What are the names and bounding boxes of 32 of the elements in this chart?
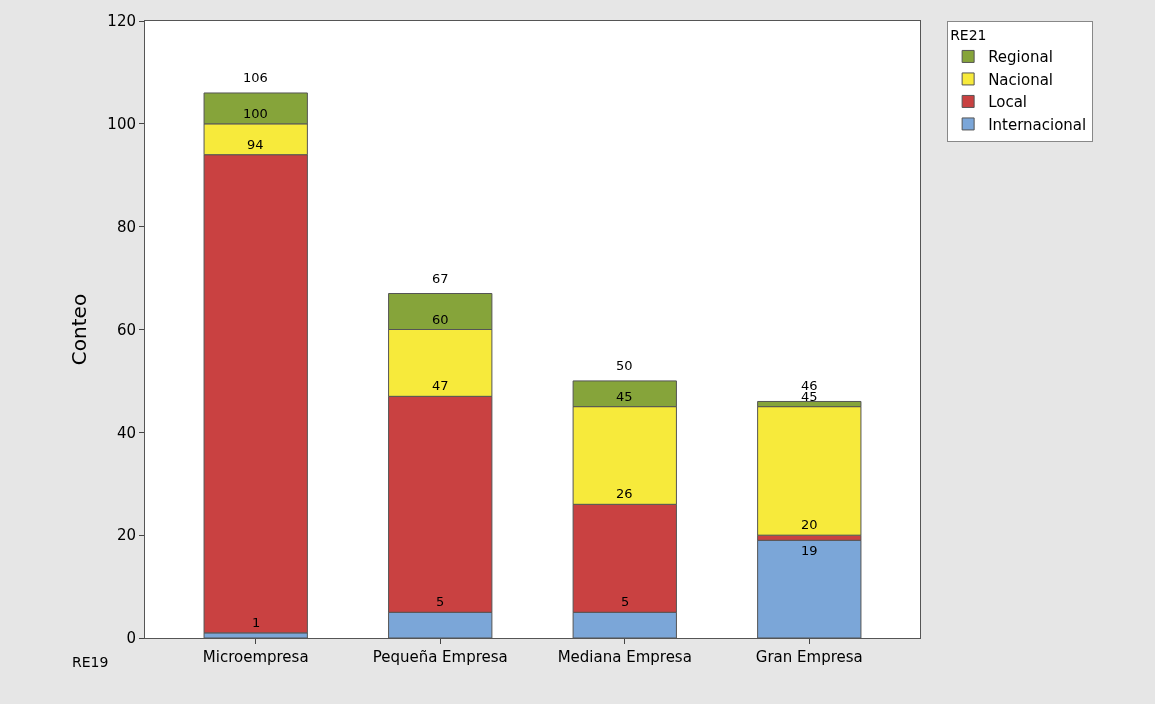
annotation: 45 <box>616 389 633 404</box>
y-tick-label: 20 <box>116 526 136 545</box>
x-tick-label: Pequeña Empresa <box>372 648 508 666</box>
x-tick-label: Microempresa <box>202 648 309 666</box>
total-label: 106 <box>243 70 268 85</box>
total-label: 50 <box>616 358 633 373</box>
annotation: 47 <box>432 378 449 393</box>
annotation: 5 <box>621 594 630 609</box>
annotation: 26 <box>616 486 633 501</box>
annotation: 60 <box>432 312 449 327</box>
legend-label: Regional <box>988 48 1053 67</box>
annotation: 20 <box>801 517 818 532</box>
y-tick-label: 0 <box>126 629 136 648</box>
annotation: 1 <box>252 615 261 630</box>
y-tick-label: 40 <box>116 423 136 442</box>
legend-label: Internacional <box>988 115 1087 134</box>
y-axis-title: Conteo <box>66 293 91 366</box>
annotation: 94 <box>247 137 264 152</box>
annotation: 5 <box>436 594 445 609</box>
annotation: 19 <box>801 543 818 558</box>
x-axis-title: RE19 <box>72 654 109 670</box>
y-tick-label: 80 <box>116 217 136 236</box>
legend-title: RE21 <box>950 27 987 44</box>
legend-label: Local <box>988 93 1028 112</box>
total-label: 67 <box>432 271 449 286</box>
legend-label: Nacional <box>988 70 1053 89</box>
annotation: 100 <box>243 106 268 121</box>
x-tick-label: Mediana Empresa <box>557 648 692 666</box>
y-tick-label: 60 <box>116 320 136 339</box>
y-tick-label: 120 <box>107 12 136 31</box>
x-tick-label: Gran Empresa <box>755 648 863 666</box>
y-tick-label: 100 <box>107 115 136 134</box>
